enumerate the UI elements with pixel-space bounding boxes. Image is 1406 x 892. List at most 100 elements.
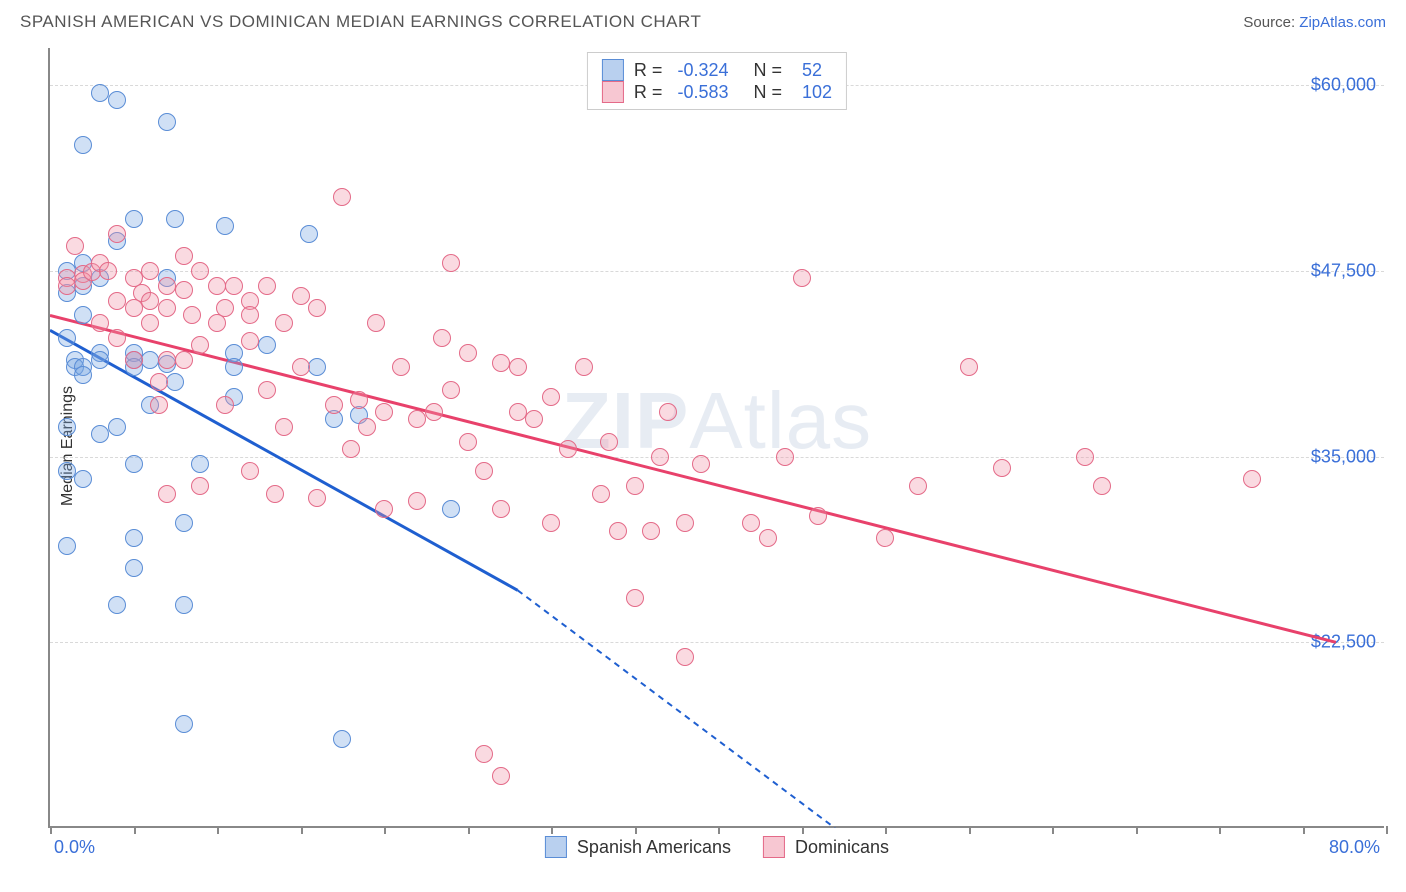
scatter-point: [375, 403, 393, 421]
scatter-point: [609, 522, 627, 540]
scatter-point: [191, 336, 209, 354]
scatter-point: [509, 358, 527, 376]
scatter-point: [292, 358, 310, 376]
scatter-point: [258, 277, 276, 295]
scatter-point: [509, 403, 527, 421]
gridline: [50, 457, 1384, 458]
scatter-point: [74, 136, 92, 154]
scatter-point: [559, 440, 577, 458]
scatter-point: [1093, 477, 1111, 495]
scatter-point: [91, 84, 109, 102]
scatter-point: [225, 358, 243, 376]
scatter-point: [216, 396, 234, 414]
scatter-point: [442, 254, 460, 272]
scatter-point: [183, 306, 201, 324]
series-legend-label: Dominicans: [795, 837, 889, 858]
scatter-point: [141, 351, 159, 369]
gridline: [50, 642, 1384, 643]
scatter-point: [216, 299, 234, 317]
scatter-point: [58, 537, 76, 555]
x-axis-label: 80.0%: [1329, 837, 1380, 858]
scatter-point: [300, 225, 318, 243]
scatter-point: [575, 358, 593, 376]
scatter-point: [158, 299, 176, 317]
scatter-point: [141, 314, 159, 332]
scatter-point: [108, 329, 126, 347]
x-tick: [1303, 826, 1305, 834]
scatter-point: [241, 462, 259, 480]
scatter-point: [475, 462, 493, 480]
scatter-point: [125, 210, 143, 228]
watermark-bold: ZIP: [562, 376, 689, 465]
scatter-point: [175, 596, 193, 614]
legend-swatch: [602, 81, 624, 103]
legend-r-value: -0.324: [677, 60, 728, 81]
scatter-point: [175, 715, 193, 733]
scatter-point: [793, 269, 811, 287]
scatter-point: [292, 287, 310, 305]
scatter-point: [58, 418, 76, 436]
x-tick: [885, 826, 887, 834]
x-tick: [1136, 826, 1138, 834]
scatter-point: [542, 388, 560, 406]
scatter-point: [960, 358, 978, 376]
legend-swatch: [602, 59, 624, 81]
scatter-point: [108, 596, 126, 614]
scatter-point: [742, 514, 760, 532]
scatter-point: [776, 448, 794, 466]
scatter-point: [342, 440, 360, 458]
scatter-point: [175, 351, 193, 369]
scatter-point: [492, 354, 510, 372]
scatter-point: [1076, 448, 1094, 466]
plot-area: ZIPAtlas $22,500$35,000$47,500$60,0000.0…: [48, 48, 1384, 828]
x-tick: [1219, 826, 1221, 834]
legend-r-value: -0.583: [677, 82, 728, 103]
legend-n-label: N =: [738, 82, 792, 103]
scatter-point: [600, 433, 618, 451]
scatter-point: [108, 418, 126, 436]
x-tick: [969, 826, 971, 834]
scatter-point: [225, 277, 243, 295]
scatter-point: [651, 448, 669, 466]
scatter-point: [492, 767, 510, 785]
source-prefix: Source:: [1243, 14, 1299, 31]
x-tick: [50, 826, 52, 834]
legend-n-value: 52: [802, 60, 822, 81]
scatter-point: [1243, 470, 1261, 488]
scatter-point: [333, 730, 351, 748]
scatter-point: [626, 477, 644, 495]
scatter-point: [333, 188, 351, 206]
x-tick: [134, 826, 136, 834]
scatter-point: [692, 455, 710, 473]
scatter-point: [525, 410, 543, 428]
scatter-point: [876, 529, 894, 547]
scatter-point: [158, 351, 176, 369]
scatter-point: [993, 459, 1011, 477]
scatter-point: [425, 403, 443, 421]
scatter-point: [492, 500, 510, 518]
scatter-point: [74, 470, 92, 488]
scatter-point: [58, 277, 76, 295]
scatter-point: [325, 396, 343, 414]
scatter-point: [150, 396, 168, 414]
scatter-point: [475, 745, 493, 763]
gridline: [50, 271, 1384, 272]
scatter-point: [350, 391, 368, 409]
scatter-point: [442, 500, 460, 518]
scatter-point: [166, 373, 184, 391]
x-tick: [1052, 826, 1054, 834]
correlation-legend: R = -0.324 N = 52R = -0.583 N = 102: [587, 52, 847, 110]
chart-container: SPANISH AMERICAN VS DOMINICAN MEDIAN EAR…: [0, 0, 1406, 892]
scatter-point: [191, 262, 209, 280]
legend-n-label: N =: [738, 60, 792, 81]
x-tick: [217, 826, 219, 834]
scatter-point: [275, 314, 293, 332]
scatter-point: [150, 373, 168, 391]
correlation-legend-row: R = -0.324 N = 52: [602, 59, 832, 81]
source-link[interactable]: ZipAtlas.com: [1299, 14, 1386, 31]
scatter-point: [175, 247, 193, 265]
scatter-point: [241, 306, 259, 324]
scatter-point: [108, 292, 126, 310]
scatter-point: [909, 477, 927, 495]
legend-swatch: [545, 836, 567, 858]
